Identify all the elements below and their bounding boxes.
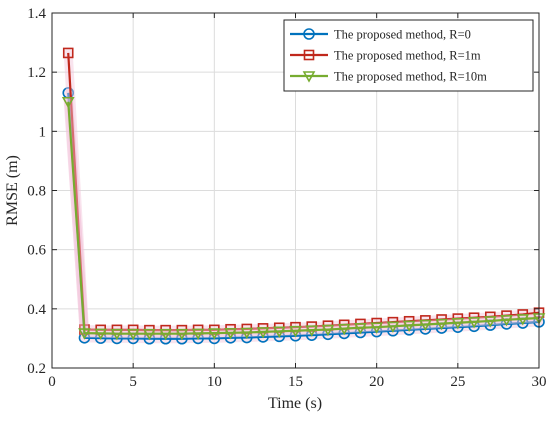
x-tick-label: 10 xyxy=(207,374,222,390)
ticks: 0 5 10 15 20 25 30 0.2 0.4 0.6 0.8 1 1.2 1.4 xyxy=(27,6,546,390)
x-axis-label: Time (s) xyxy=(268,395,322,412)
x-tick-label: 0 xyxy=(48,374,56,390)
series-3-point xyxy=(126,328,140,341)
series-3-point xyxy=(159,328,172,341)
y-tick-label: 0.6 xyxy=(27,243,46,259)
legend-marker-1 xyxy=(303,28,315,40)
series-3-point xyxy=(402,320,416,333)
series-3-point xyxy=(467,317,481,329)
series-3-point xyxy=(386,321,400,333)
series-3-point xyxy=(516,314,530,326)
series-3-point xyxy=(224,327,237,340)
y-axis-label: RMSE (m) xyxy=(4,155,21,226)
legend-label-3: The proposed method, R=10m xyxy=(334,70,487,84)
series-3-point xyxy=(94,328,108,341)
y-tick-label: 0.2 xyxy=(27,361,46,377)
y-tick-label: 0.8 xyxy=(27,184,46,200)
x-tick-label: 15 xyxy=(288,374,303,390)
legend: The proposed method, R=0 The proposed met… xyxy=(283,19,534,92)
series-3-point xyxy=(191,328,205,341)
series-3-point xyxy=(240,327,254,340)
series-3-point xyxy=(419,319,432,332)
series-3-point xyxy=(354,322,367,335)
series-3-point xyxy=(370,322,384,334)
series-3-point xyxy=(451,317,465,330)
series-3-point xyxy=(61,96,75,109)
series-3-point xyxy=(110,328,124,341)
series-3-point xyxy=(305,325,319,337)
series-3 xyxy=(61,96,546,341)
legend-label-1: The proposed method, R=0 xyxy=(334,28,471,42)
y-tick-label: 1.4 xyxy=(27,6,46,22)
y-tick-label: 1 xyxy=(39,124,47,140)
legend-label-2: The proposed method, R=1m xyxy=(334,49,481,63)
legend-marker-3 xyxy=(302,71,316,83)
series-3-point xyxy=(435,318,448,331)
series-2-point xyxy=(62,47,74,59)
series-3-point xyxy=(256,327,270,339)
series-3-point xyxy=(321,324,335,337)
series-3-point xyxy=(175,328,189,341)
x-tick-label: 5 xyxy=(129,374,137,390)
y-tick-label: 0.4 xyxy=(27,302,46,318)
series-group xyxy=(61,47,546,345)
series-3-point xyxy=(337,323,351,336)
series-3-point xyxy=(143,328,156,341)
y-tick-label: 1.2 xyxy=(27,65,46,81)
series-3-point xyxy=(78,328,91,340)
series-3-point xyxy=(500,314,513,327)
series-3-point xyxy=(483,316,497,328)
legend-marker-2 xyxy=(303,49,315,61)
x-tick-label: 20 xyxy=(369,374,384,390)
series-3-point xyxy=(289,325,302,338)
series-3-point xyxy=(207,328,221,340)
series-1-line xyxy=(67,92,540,340)
x-tick-label: 30 xyxy=(532,374,547,390)
x-tick-label: 25 xyxy=(450,374,465,390)
series-3-point xyxy=(272,326,286,338)
